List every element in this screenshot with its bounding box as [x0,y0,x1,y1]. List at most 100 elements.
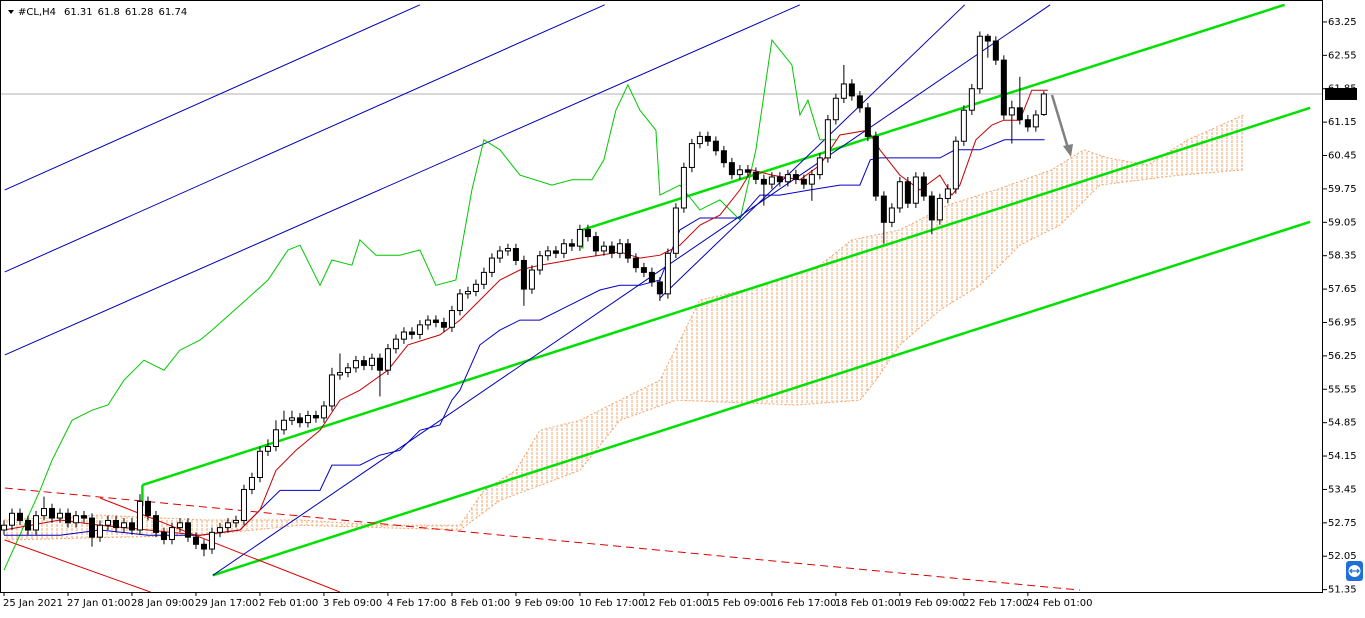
candle-body [144,500,151,517]
candle-body [880,195,887,223]
high-value: 61.8 [98,7,120,18]
candle-body [816,157,823,176]
candle-body [296,417,303,424]
x-tick-label: 16 Feb 17:00 [771,598,837,609]
x-tick-label: 19 Feb 09:00 [899,598,965,609]
candle-body [352,360,359,369]
x-tick-label: 12 Feb 01:00 [643,598,709,609]
arrow-shaft [1050,94,1070,149]
y-tick-label: 63.25 [1328,17,1357,28]
candle-body [136,500,143,531]
candle-body [944,188,951,199]
candle-body [464,290,471,295]
candle-body [432,319,439,323]
candle-body [784,174,791,183]
candle-body [200,543,207,550]
candle-body [400,331,407,340]
candle-body [1024,119,1031,128]
candle-body [1000,59,1007,116]
candle-body [520,259,527,290]
indicator-line [4,139,1045,536]
candle-body [728,162,735,176]
y-tick-label: 54.85 [1328,418,1357,429]
candle-body [936,197,943,221]
candle-body [584,228,591,238]
candle-body [208,531,215,550]
candle-body [904,181,911,204]
candle-body [776,176,783,183]
candle-body [248,477,255,490]
candle-body [344,367,351,374]
candle-body [1032,114,1039,128]
arrow-head [1063,144,1073,157]
candle-body [872,135,879,197]
cloud-upper [3,114,1245,526]
app-icon-arrows [1349,568,1360,574]
x-tick-label: 22 Feb 17:00 [963,598,1029,609]
symbol-title: #CL,H4 [18,7,56,18]
candle-body [704,135,711,142]
y-tick-label: 62.55 [1328,50,1357,61]
cloud-fill [4,115,1244,540]
candle-body [968,88,975,111]
x-tick-label: 28 Jan 09:00 [131,598,194,609]
y-tick-label: 61.15 [1328,117,1357,128]
y-tick-label: 52.05 [1328,551,1357,562]
candle-body [1040,93,1047,115]
candle-body [192,536,199,545]
candle-body [640,267,647,273]
candle-body [800,178,807,185]
y-tick-label: 54.15 [1328,451,1357,462]
candle-body [808,174,815,185]
candle-body [920,176,927,197]
candle-body [184,522,191,538]
candle-body [496,250,503,259]
candle-body [440,321,447,328]
candle-body [64,512,71,524]
candle-body [448,310,455,328]
candle-body [984,35,991,42]
candle-body [272,429,279,448]
candle-body [664,252,671,295]
candle-body [952,140,959,190]
x-tick-label: 25 Jan 2021 [3,598,63,609]
candle-body [160,531,167,541]
candle-body [112,519,119,529]
candle-body [96,524,103,538]
candle-body [320,405,327,419]
candle-body [16,512,23,521]
candle-body [152,515,159,533]
candle-body [48,508,55,519]
trend-line [581,3,1285,232]
candle-body [600,245,607,252]
candle-body [280,419,287,431]
y-tick-label: 59.05 [1328,217,1357,228]
y-tick-label: 56.95 [1328,317,1357,328]
candle-body [1,524,7,531]
candle-body [688,143,695,168]
candle-body [472,283,479,292]
menu-triangle[interactable] [8,10,14,14]
candle-body [168,527,175,541]
candle-body [848,83,855,97]
trend-line [4,487,1080,591]
x-tick-label: 27 Jan 01:00 [67,598,130,609]
candle-body [128,522,135,531]
candle-body [8,512,15,526]
candle-body [768,176,775,185]
x-tick-label: 18 Feb 01:00 [835,598,901,609]
open-value: 61.31 [64,7,93,18]
x-tick-label: 2 Feb 01:00 [259,598,318,609]
candle-body [384,348,391,371]
cloud-lower [3,169,1244,541]
y-tick-label: 57.65 [1328,284,1357,295]
candle-body [680,166,687,209]
candle-body [656,281,663,295]
candle-body [408,331,415,335]
candle-body [336,372,343,376]
candle-body [216,527,223,533]
candle-body [840,83,847,99]
candle-body [888,207,895,223]
